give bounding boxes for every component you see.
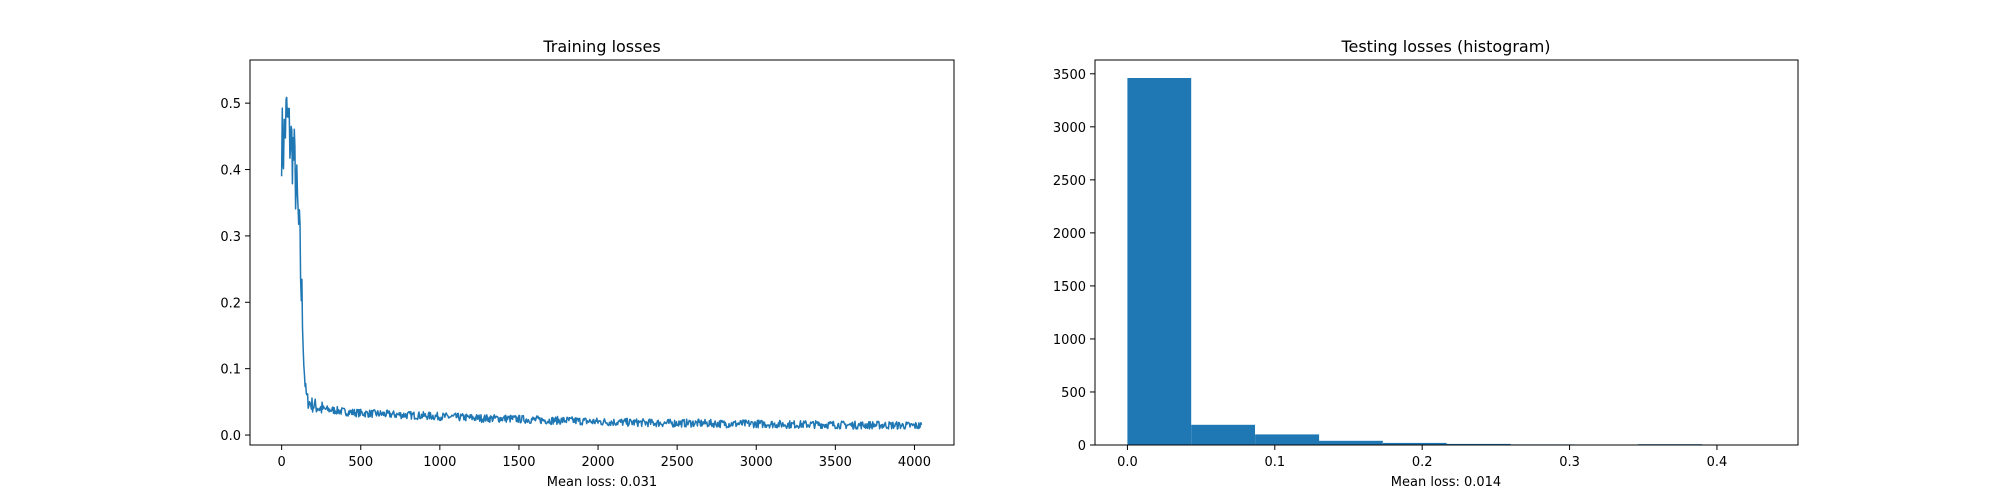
x-tick-label: 1000 — [423, 455, 456, 470]
x-axis: 0 500 1000 1500 2000 2500 3000 3500 4000 — [277, 445, 931, 470]
x-tick-label: 3500 — [819, 455, 852, 470]
x-tick-label: 2500 — [661, 455, 694, 470]
y-tick-label: 0.1 — [220, 363, 241, 378]
y-tick-label: 3000 — [1053, 121, 1086, 136]
y-axis: 0.0 0.1 0.2 0.3 0.4 0.5 — [220, 97, 250, 444]
x-tick-label: 0.3 — [1559, 455, 1580, 470]
plot-area — [1127, 78, 1766, 446]
chart-title: Testing losses (histogram) — [1340, 37, 1550, 56]
histogram-bar — [1382, 442, 1447, 445]
histogram-bar — [1127, 78, 1192, 445]
training-loss-line — [280, 96, 923, 430]
y-tick-label: 1500 — [1053, 280, 1086, 295]
x-tick-label: 500 — [348, 455, 373, 470]
training-losses-chart: Training losses 0 500 1000 1500 2000 2500 3000… — [220, 37, 955, 490]
x-tick-label: 0 — [277, 455, 285, 470]
y-tick-label: 3500 — [1053, 68, 1086, 83]
y-tick-label: 2000 — [1053, 227, 1086, 242]
x-axis-label: Mean loss: 0.014 — [1391, 475, 1501, 490]
x-tick-label: 2000 — [581, 455, 614, 470]
y-tick-label: 2500 — [1053, 174, 1086, 189]
y-axis: 0 500 1000 1500 2000 2500 3000 3500 — [1053, 68, 1095, 454]
histogram-bar — [1191, 424, 1255, 445]
x-tick-label: 3000 — [740, 455, 773, 470]
x-tick-label: 4000 — [898, 455, 931, 470]
histogram-bar — [1255, 434, 1320, 445]
x-axis-label: Mean loss: 0.031 — [547, 475, 657, 490]
y-tick-label: 0.2 — [220, 296, 241, 311]
x-tick-label: 0.2 — [1412, 455, 1433, 470]
x-tick-label: 0.1 — [1264, 455, 1285, 470]
y-tick-label: 0.5 — [220, 97, 241, 112]
x-tick-label: 1500 — [502, 455, 535, 470]
histogram-bar — [1446, 443, 1511, 445]
histogram-bar — [1319, 440, 1383, 445]
y-tick-label: 0.3 — [220, 230, 241, 245]
x-axis: 0.0 0.1 0.2 0.3 0.4 — [1117, 445, 1727, 470]
x-tick-label: 0.0 — [1117, 455, 1138, 470]
x-tick-label: 0.4 — [1707, 455, 1728, 470]
plot-area — [280, 96, 923, 430]
axes-frame — [249, 59, 955, 446]
chart-title: Training losses — [542, 37, 660, 56]
y-tick-label: 1000 — [1053, 333, 1086, 348]
y-tick-label: 0.0 — [220, 429, 241, 444]
testing-losses-histogram: Testing losses (histogram) 0.0 0.1 0.2 0.3 0… — [1053, 37, 1799, 490]
axes-frame — [1094, 59, 1799, 446]
y-tick-label: 500 — [1061, 386, 1086, 401]
y-tick-label: 0.4 — [220, 164, 241, 179]
y-tick-label: 0 — [1078, 439, 1086, 454]
